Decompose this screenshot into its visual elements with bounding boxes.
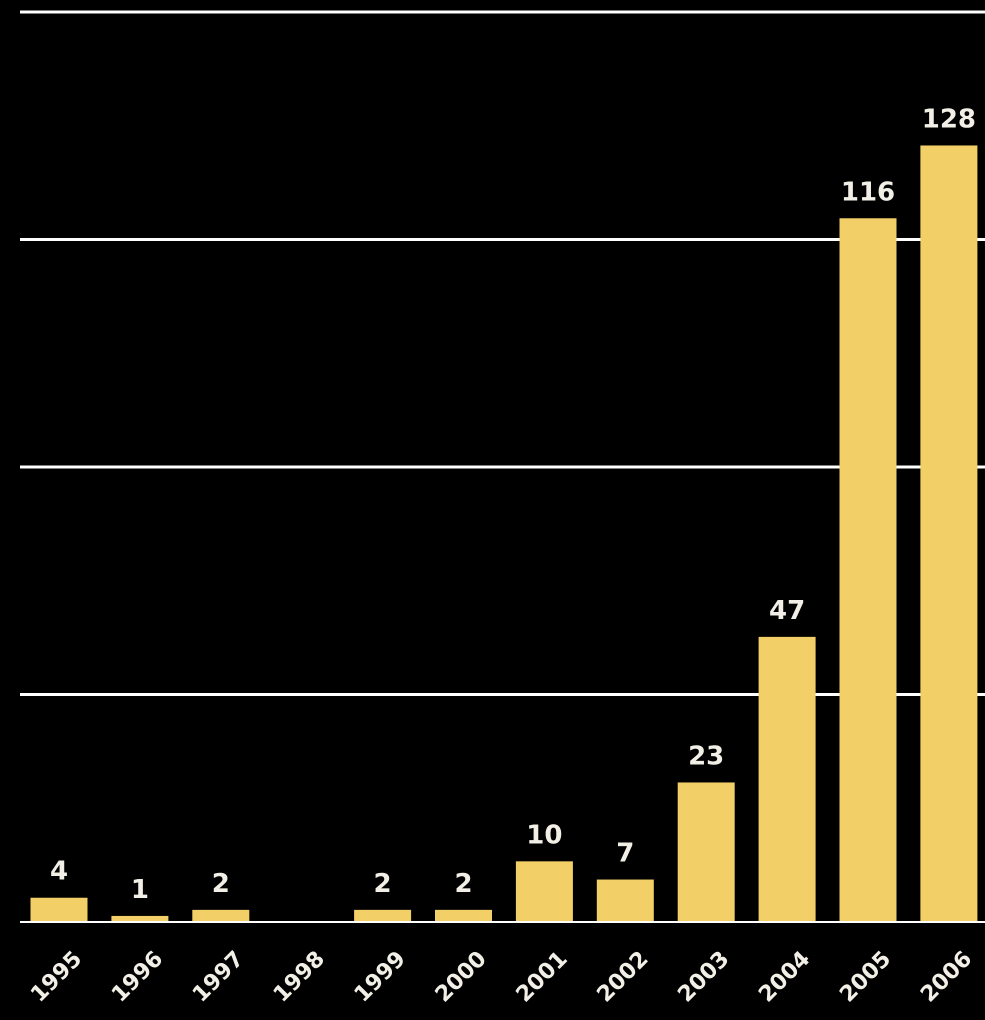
data-label-1999: 2 [374,869,392,899]
data-label-2002: 7 [616,839,634,869]
bar-2001 [515,861,573,922]
bar-2002 [596,879,654,922]
bar-1997 [192,909,250,922]
bar-2006 [920,145,978,922]
x-tick-label-1995: 1995 [26,947,87,1008]
bar-1996 [111,915,169,922]
gridlines [20,10,985,696]
x-tick-label-2003: 2003 [673,947,734,1008]
data-label-2003: 23 [688,741,724,771]
bar-2003 [677,782,735,922]
x-tick-label-1996: 1996 [107,947,168,1008]
bars [30,145,978,922]
data-label-2004: 47 [769,596,805,626]
data-label-2005: 116 [841,177,895,207]
data-label-2006: 128 [922,104,976,134]
x-tick-label-2000: 2000 [431,947,492,1008]
data-labels: 4 1 2 2 2 10 7 23 47 116 128 [50,104,976,904]
bar-2000 [435,909,492,922]
x-tick-label-2006: 2006 [916,947,977,1008]
data-label-2001: 10 [526,820,562,850]
data-label-1997: 2 [212,869,230,899]
x-tick-label-2004: 2004 [754,947,815,1008]
bar-1999 [354,909,412,922]
x-axis-tick-labels: 1995 1996 1997 1998 1999 2000 2001 2002 2003 2004… [26,947,977,1008]
x-tick-label-1997: 1997 [188,947,249,1008]
data-label-1995: 4 [50,857,68,887]
data-label-1996: 1 [131,875,149,905]
x-tick-label-1999: 1999 [350,947,411,1008]
x-tick-label-2001: 2001 [512,947,573,1008]
data-label-2000: 2 [454,869,472,899]
bar-2005 [839,218,897,922]
bar-2004 [758,636,816,922]
x-tick-label-2005: 2005 [835,947,896,1008]
x-tick-label-2002: 2002 [593,947,654,1008]
x-tick-label-1998: 1998 [269,947,330,1008]
bar-1995 [30,897,88,922]
